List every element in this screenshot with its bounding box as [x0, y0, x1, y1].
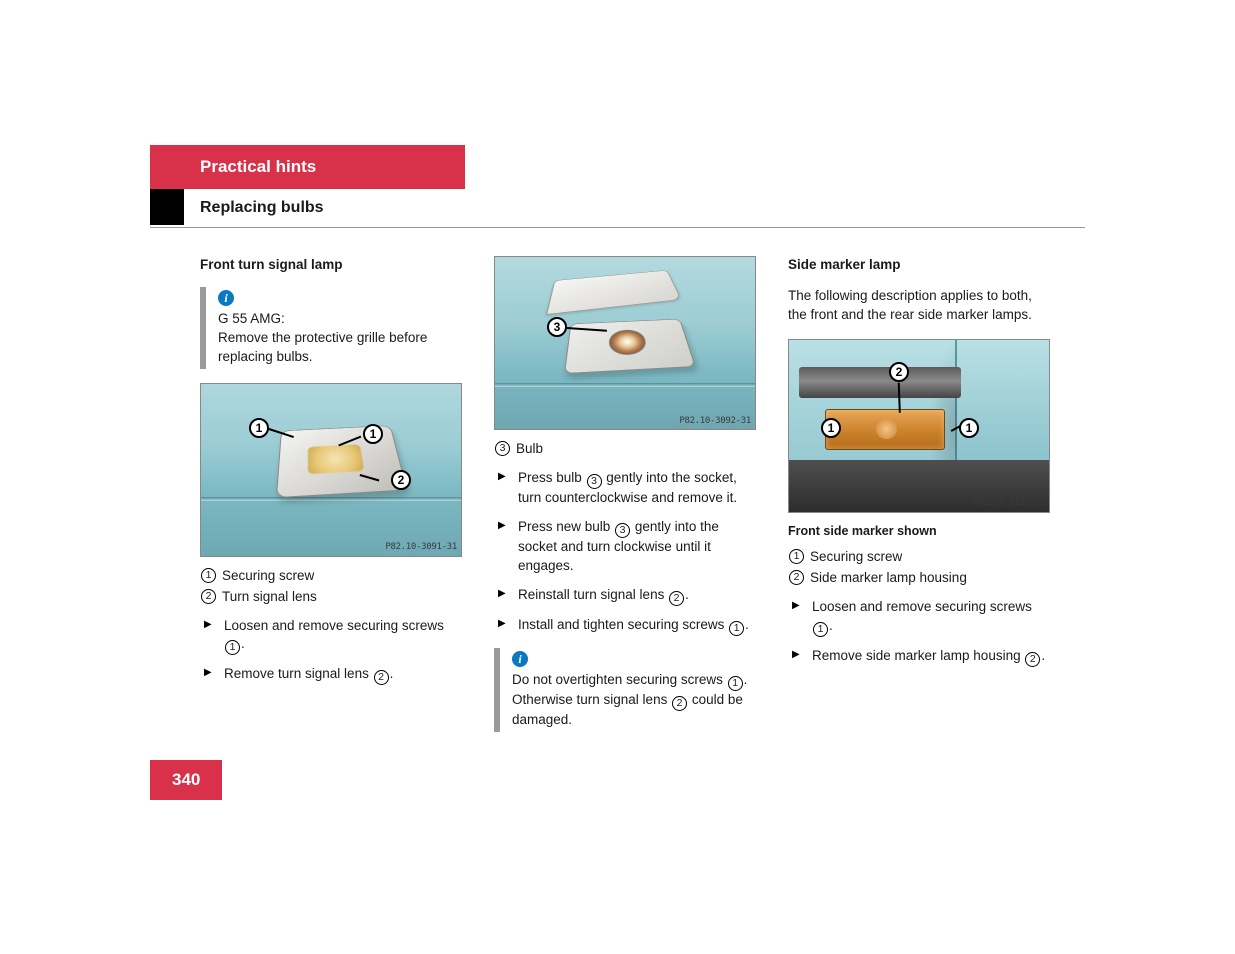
figure-code: P82.10-3091-31: [385, 541, 457, 554]
callout-2: 2: [889, 362, 909, 382]
steps-col2: Press bulb 3 gently into the socket, tur…: [494, 469, 756, 636]
callout-1: 1: [249, 418, 269, 438]
info-note-text: G 55 AMG: Remove the protective grille b…: [218, 310, 462, 367]
steps-col3: Loosen and remove securing screws 1. Rem…: [788, 598, 1050, 667]
callout-1b: 1: [363, 424, 383, 444]
col3-intro: The following description applies to bot…: [788, 287, 1050, 325]
column-3: Side marker lamp The following descripti…: [788, 256, 1050, 745]
figure-code: P82.10-3195-31: [973, 497, 1045, 510]
step-item: Loosen and remove securing screws 1.: [788, 598, 1050, 637]
figure-code: P82.10-3092-31: [679, 415, 751, 428]
callout-1b: 1: [959, 418, 979, 438]
callout-2: 2: [391, 470, 411, 490]
chapter-header: Practical hints: [150, 145, 465, 189]
page-number: 340: [150, 760, 222, 800]
def-3: Bulb: [516, 440, 543, 459]
figure-bulb-removal: 3 P82.10-3092-31: [494, 256, 756, 430]
info-note-g55: i G 55 AMG: Remove the protective grille…: [200, 287, 462, 369]
info-note-text: Do not overtighten securing screws 1. Ot…: [512, 671, 756, 730]
column-1: Front turn signal lamp i G 55 AMG: Remov…: [200, 256, 462, 745]
step-item: Remove turn signal lens 2.: [200, 665, 462, 685]
col1-title: Front turn signal lamp: [200, 256, 462, 275]
callout-1: 1: [821, 418, 841, 438]
step-item: Press bulb 3 gently into the socket, tur…: [494, 469, 756, 508]
section-header: Replacing bulbs: [150, 189, 1085, 228]
info-note-overtighten: i Do not overtighten securing screws 1. …: [494, 648, 756, 732]
def-1: Securing screw: [222, 567, 314, 586]
column-2: 3 P82.10-3092-31 3Bulb Press bulb 3 gent…: [494, 256, 756, 745]
definitions-col1: 1Securing screw 2Turn signal lens: [200, 567, 462, 607]
header-black-marker: [150, 189, 184, 225]
steps-col1: Loosen and remove securing screws 1. Rem…: [200, 617, 462, 686]
def-1: Securing screw: [810, 548, 902, 567]
info-icon: i: [218, 290, 234, 306]
col3-title: Side marker lamp: [788, 256, 1050, 275]
def-2: Turn signal lens: [222, 588, 317, 607]
figure-caption: Front side marker shown: [788, 523, 1050, 541]
step-item: Reinstall turn signal lens 2.: [494, 586, 756, 606]
definitions-col3: 1Securing screw 2Side marker lamp housin…: [788, 548, 1050, 588]
manual-page: Practical hints Replacing bulbs Front tu…: [150, 145, 1085, 746]
definitions-col2: 3Bulb: [494, 440, 756, 459]
step-item: Install and tighten securing screws 1.: [494, 616, 756, 636]
figure-side-marker: 1 1 2 P82.10-3195-31: [788, 339, 1050, 513]
figure-turn-signal-lens: 1 1 2 P82.10-3091-31: [200, 383, 462, 557]
def-2: Side marker lamp housing: [810, 569, 967, 588]
step-item: Press new bulb 3 gently into the socket …: [494, 518, 756, 576]
step-item: Remove side marker lamp housing 2.: [788, 647, 1050, 667]
content-columns: Front turn signal lamp i G 55 AMG: Remov…: [150, 256, 1085, 745]
step-item: Loosen and remove securing screws 1.: [200, 617, 462, 656]
chapter-title: Practical hints: [200, 157, 316, 176]
info-icon: i: [512, 651, 528, 667]
